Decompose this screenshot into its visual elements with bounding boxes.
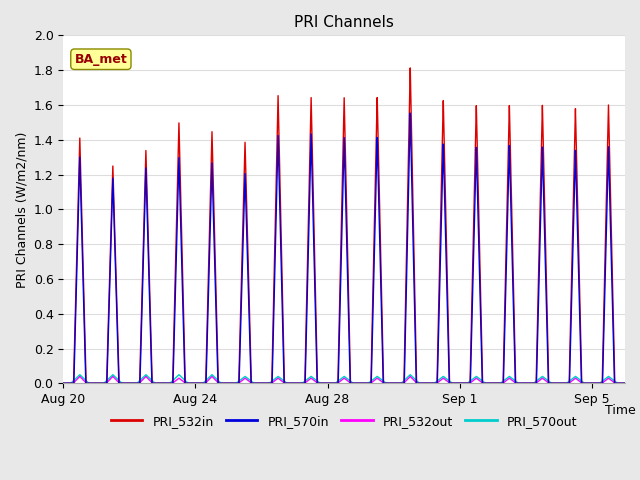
Title: PRI Channels: PRI Channels: [294, 15, 394, 30]
Text: BA_met: BA_met: [74, 53, 127, 66]
X-axis label: Time: Time: [605, 404, 636, 417]
Legend: PRI_532in, PRI_570in, PRI_532out, PRI_570out: PRI_532in, PRI_570in, PRI_532out, PRI_57…: [106, 410, 582, 433]
Y-axis label: PRI Channels (W/m2/nm): PRI Channels (W/m2/nm): [15, 131, 28, 288]
